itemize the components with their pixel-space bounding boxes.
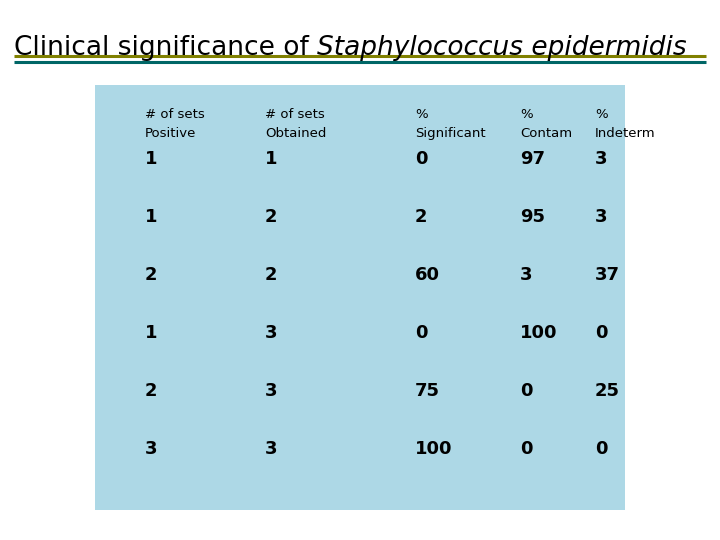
Text: 0: 0 <box>415 324 428 342</box>
Text: 3: 3 <box>595 208 608 226</box>
Text: 3: 3 <box>595 150 608 168</box>
Text: 100: 100 <box>415 440 452 458</box>
Text: 1: 1 <box>145 150 158 168</box>
Text: 2: 2 <box>265 208 277 226</box>
Text: %: % <box>520 108 533 121</box>
Text: 2: 2 <box>145 382 158 400</box>
Text: # of sets: # of sets <box>145 108 204 121</box>
Text: 3: 3 <box>265 382 277 400</box>
Text: 2: 2 <box>265 266 277 284</box>
Text: 95: 95 <box>520 208 545 226</box>
Text: 2: 2 <box>145 266 158 284</box>
Text: 3: 3 <box>520 266 533 284</box>
Text: 3: 3 <box>265 324 277 342</box>
Text: 3: 3 <box>265 440 277 458</box>
Text: 60: 60 <box>415 266 440 284</box>
Text: Staphylococcus epidermidis: Staphylococcus epidermidis <box>318 35 687 61</box>
Text: 0: 0 <box>415 150 428 168</box>
Text: %: % <box>595 108 608 121</box>
Text: Obtained: Obtained <box>265 127 326 140</box>
Text: 1: 1 <box>265 150 277 168</box>
Text: 0: 0 <box>520 382 533 400</box>
Text: 75: 75 <box>415 382 440 400</box>
Text: 0: 0 <box>595 324 608 342</box>
Text: 1: 1 <box>145 324 158 342</box>
Text: Significant: Significant <box>415 127 485 140</box>
Text: 2: 2 <box>415 208 428 226</box>
Text: 3: 3 <box>145 440 158 458</box>
Text: Positive: Positive <box>145 127 197 140</box>
Text: 0: 0 <box>595 440 608 458</box>
Text: %: % <box>415 108 428 121</box>
Bar <box>95 85 625 510</box>
Text: 0: 0 <box>520 440 533 458</box>
Text: 25: 25 <box>595 382 620 400</box>
Text: Contam: Contam <box>520 127 572 140</box>
Text: 37: 37 <box>595 266 620 284</box>
Text: Indeterm: Indeterm <box>595 127 656 140</box>
Text: 97: 97 <box>520 150 545 168</box>
Text: 100: 100 <box>520 324 557 342</box>
Text: Clinical significance of: Clinical significance of <box>14 35 318 61</box>
Text: # of sets: # of sets <box>265 108 325 121</box>
Text: 1: 1 <box>145 208 158 226</box>
